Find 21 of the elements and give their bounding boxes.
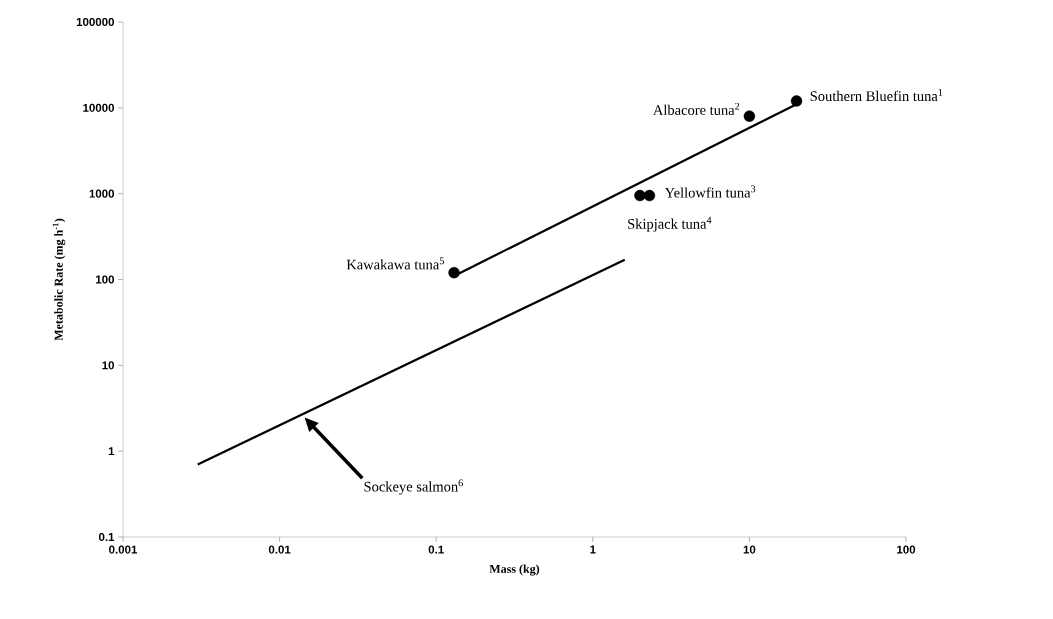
annotation: Skipjack tuna$^{4}$: [628, 216, 712, 232]
x-tick-label: 0.1: [428, 545, 444, 554]
annotation: Southern Bluefin tuna$^{1}$: [810, 89, 943, 102]
y-tick-label: 0.1: [98, 532, 115, 542]
y-tick-label: 1000: [89, 189, 115, 198]
x-tick-label: 10: [743, 545, 756, 554]
annotation: Sockeye salmon$^{6}$: [364, 479, 463, 495]
x-tick-label: 100: [897, 545, 916, 554]
x-tick-label: 0.001: [109, 545, 138, 554]
y-tick-label: 100: [96, 275, 115, 284]
x-tick-label: 1: [590, 545, 596, 554]
y-tick-label: 100000: [76, 17, 115, 27]
y-tick-label: 10000: [83, 103, 115, 112]
y-tick-label: 1: [108, 447, 115, 456]
annotation: Yellowfin tuna$^{3}$: [664, 185, 756, 198]
annotation: Kawakawa tuna$^{5}$: [346, 257, 444, 270]
x-tick-label: 0.01: [268, 545, 291, 554]
y-axis-title: Metabolic Rate (mg h$^{-1}$): [52, 218, 66, 341]
y-tick-label: 10: [102, 361, 115, 370]
annotation: Albacore tuna$^{2}$: [653, 102, 740, 115]
x-axis-title: Mass (kg): [489, 564, 540, 576]
